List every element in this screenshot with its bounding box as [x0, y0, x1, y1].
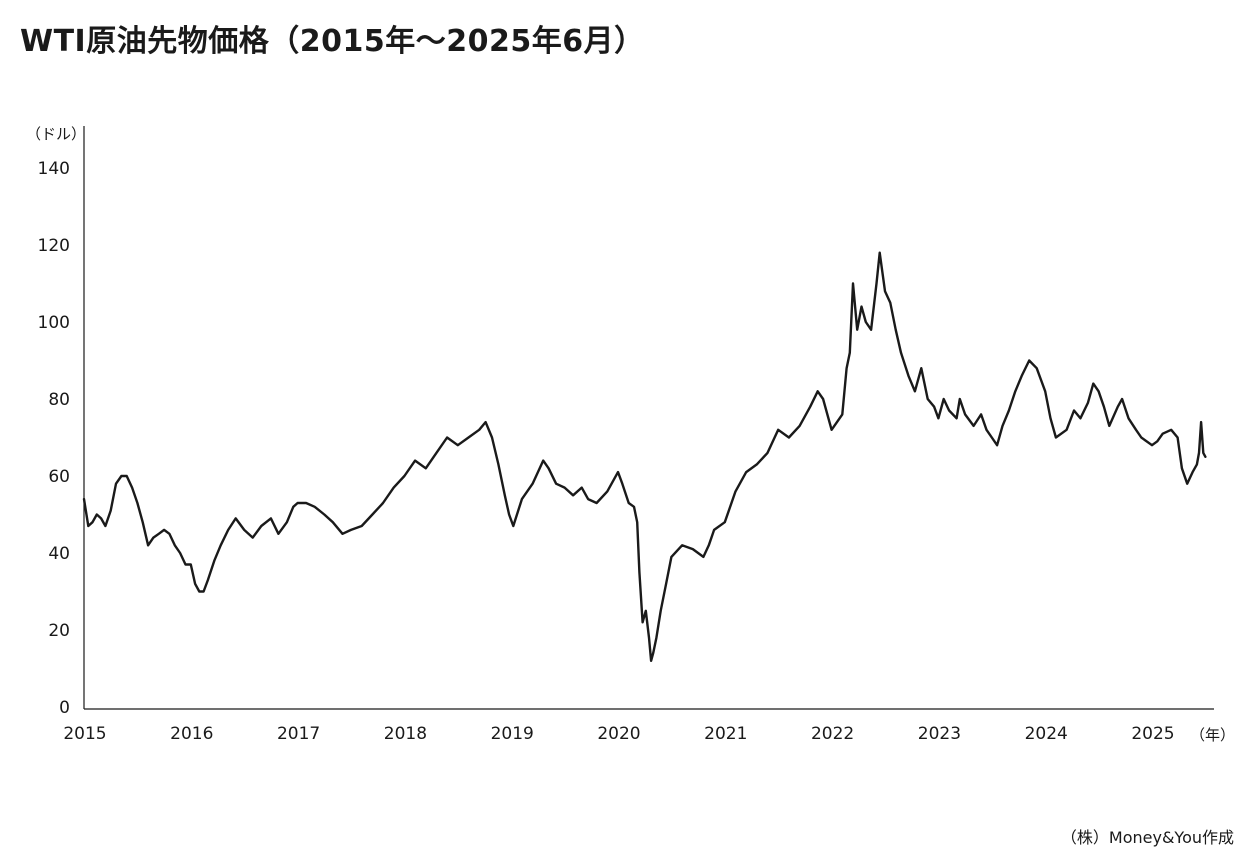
x-tick-labels: 2015 2016 2017 2018 2019 2020 2021 2022 2023 2024… — [63, 724, 1174, 744]
y-tick-label: 120 — [38, 236, 70, 256]
y-unit-label: （ドル） — [26, 125, 86, 143]
x-tick-label: 2019 — [491, 724, 534, 744]
source-credit: （株）Money&You作成 — [1060, 828, 1234, 847]
y-tick-label: 140 — [38, 159, 70, 179]
chart-title: WTI原油先物価格（2015年〜2025年6月） — [20, 24, 645, 59]
x-tick-label: 2025 — [1131, 724, 1174, 744]
y-tick-label: 80 — [48, 390, 70, 410]
x-tick-label: 2022 — [811, 724, 854, 744]
x-tick-label: 2017 — [277, 724, 320, 744]
x-tick-label: 2024 — [1025, 724, 1068, 744]
y-tick-label: 100 — [38, 313, 70, 333]
y-tick-labels: 0 20 40 60 80 100 120 140 — [38, 159, 70, 718]
x-tick-label: 2021 — [704, 724, 747, 744]
x-tick-label: 2016 — [170, 724, 213, 744]
y-tick-label: 40 — [48, 544, 70, 564]
x-tick-label: 2018 — [384, 724, 427, 744]
x-tick-label: 2020 — [597, 724, 640, 744]
y-tick-label: 20 — [48, 621, 70, 641]
y-tick-label: 0 — [59, 698, 70, 718]
x-unit-label: （年） — [1190, 726, 1235, 744]
y-tick-label: 60 — [48, 467, 70, 487]
wti-price-line — [82, 251, 1207, 662]
x-tick-label: 2023 — [918, 724, 961, 744]
x-tick-label: 2015 — [63, 724, 106, 744]
